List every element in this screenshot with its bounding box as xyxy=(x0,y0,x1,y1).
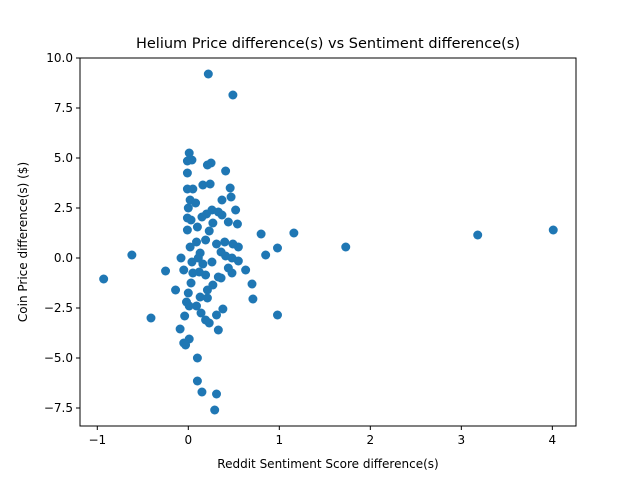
scatter-point xyxy=(180,311,190,321)
scatter-point xyxy=(217,195,227,205)
x-tick-label: 1 xyxy=(275,433,283,447)
scatter-point xyxy=(176,253,186,263)
scatter-point xyxy=(175,324,185,334)
scatter-point xyxy=(272,310,282,320)
scatter-point xyxy=(127,250,137,260)
scatter-point xyxy=(289,228,299,238)
scatter-point xyxy=(223,217,233,227)
y-tick-label: 5.0 xyxy=(54,151,73,165)
scatter-point xyxy=(248,294,258,304)
scatter-point xyxy=(202,160,212,170)
scatter-point xyxy=(341,242,351,252)
scatter-point xyxy=(99,274,109,284)
y-tick-label: −2.5 xyxy=(44,301,73,315)
y-tick-label: 2.5 xyxy=(54,201,73,215)
scatter-point xyxy=(473,230,483,240)
scatter-point xyxy=(201,270,211,280)
x-tick-label: 4 xyxy=(549,433,557,447)
y-axis-label: Coin Price difference(s) ($) xyxy=(16,162,30,322)
scatter-point xyxy=(225,183,235,193)
y-tick-label: 10.0 xyxy=(46,51,73,65)
y-tick-label: 0.0 xyxy=(54,251,73,265)
scatter-point xyxy=(183,288,193,298)
scatter-point xyxy=(241,265,251,275)
scatter-point xyxy=(217,210,227,220)
scatter-point xyxy=(193,253,203,263)
scatter-point xyxy=(220,237,230,247)
scatter-point xyxy=(203,69,213,79)
scatter-point xyxy=(223,263,233,273)
scatter-point xyxy=(161,266,171,276)
scatter-point xyxy=(221,166,231,176)
scatter-point xyxy=(227,253,237,263)
scatter-point xyxy=(207,257,217,267)
y-tick-label: −7.5 xyxy=(44,401,73,415)
scatter-point xyxy=(192,222,202,232)
scatter-point xyxy=(218,304,228,314)
scatter-point xyxy=(232,219,242,229)
chart-title: Helium Price difference(s) vs Sentiment … xyxy=(136,36,520,52)
scatter-point xyxy=(256,229,266,239)
scatter-point xyxy=(197,212,207,222)
scatter-point xyxy=(205,179,215,189)
scatter-point xyxy=(212,239,222,249)
scatter-point xyxy=(191,237,201,247)
x-tick-label: 2 xyxy=(366,433,374,447)
scatter-point xyxy=(146,313,156,323)
scatter-point xyxy=(191,198,201,208)
scatter-point xyxy=(548,225,558,235)
scatter-point xyxy=(202,285,212,295)
scatter-point xyxy=(179,265,189,275)
scatter-point xyxy=(182,225,192,235)
scatter-point xyxy=(191,301,201,311)
scatter-point xyxy=(188,268,198,278)
scatter-point xyxy=(188,184,198,194)
scatter-point xyxy=(198,180,208,190)
scatter-point xyxy=(208,218,218,228)
scatter-point xyxy=(228,239,238,249)
scatter-point xyxy=(247,279,257,289)
scatter-point xyxy=(184,148,194,158)
scatter-point xyxy=(226,192,236,202)
scatter-point xyxy=(182,168,192,178)
scatter-point xyxy=(261,250,271,260)
plot-area xyxy=(99,69,558,415)
scatter-point xyxy=(182,156,192,166)
x-tick-label: 0 xyxy=(184,433,192,447)
scatter-point xyxy=(204,226,214,236)
scatter-point xyxy=(202,293,212,303)
scatter-point xyxy=(179,338,189,348)
axes-frame xyxy=(79,57,577,427)
scatter-point xyxy=(231,205,241,215)
scatter-point xyxy=(184,301,194,311)
scatter-point xyxy=(212,389,222,399)
x-tick-label: 3 xyxy=(458,433,466,447)
scatter-point xyxy=(228,90,238,100)
scatter-point xyxy=(195,292,205,302)
scatter-point xyxy=(212,310,222,320)
scatter-point xyxy=(272,243,282,253)
y-tick-label: 7.5 xyxy=(54,101,73,115)
scatter-point xyxy=(186,278,196,288)
scatter-point xyxy=(186,215,196,225)
y-tick-label: −5.0 xyxy=(44,351,73,365)
scatter-point xyxy=(201,315,211,325)
scatter-point xyxy=(196,308,206,318)
scatter-point xyxy=(192,376,202,386)
x-tick-label: −1 xyxy=(88,433,106,447)
scatter-point xyxy=(210,405,220,415)
scatter-point xyxy=(197,387,207,397)
scatter-point xyxy=(192,353,202,363)
scatter-point xyxy=(213,325,223,335)
x-axis-label: Reddit Sentiment Score difference(s) xyxy=(217,457,438,471)
scatter-point xyxy=(213,272,223,282)
scatter-point xyxy=(185,242,195,252)
scatter-point xyxy=(201,235,211,245)
scatter-point xyxy=(183,203,193,213)
scatter-point xyxy=(171,285,181,295)
